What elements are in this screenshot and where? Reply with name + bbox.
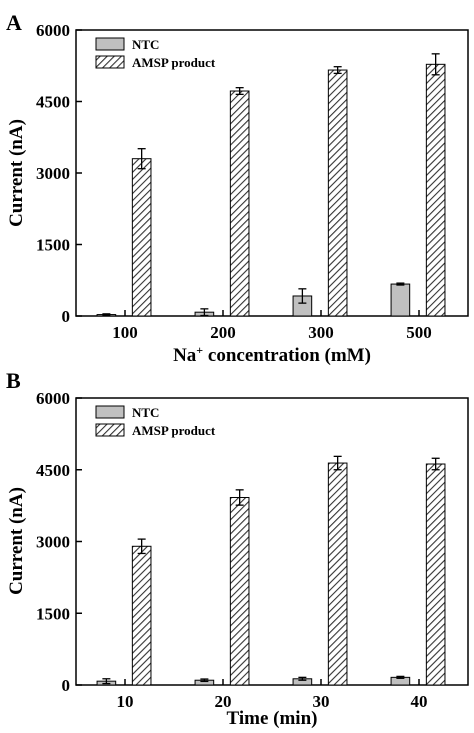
y-tick-label-a-1: 1500 <box>36 236 70 255</box>
legend-swatch-ntc-a <box>95 37 125 51</box>
legend-label-ntc-a: NTC <box>132 37 159 52</box>
y-axis-label-a: Current (nA) <box>6 119 27 227</box>
legend-b: NTC AMSP product <box>95 405 216 438</box>
x-tick-label-b-1: 20 <box>215 692 232 711</box>
bar-amsp-a-3 <box>425 63 446 317</box>
bar-amsp-b-0 <box>131 545 152 686</box>
x-tick-label-b-0: 10 <box>117 692 134 711</box>
chart-panel-b: B Current (nA) Time (min) NTC AMSP produ… <box>6 368 469 729</box>
legend-swatch-amsp-a <box>95 55 125 69</box>
y-tick-label-b-4: 6000 <box>36 389 70 408</box>
y-tick-label-b-2: 3000 <box>36 533 70 552</box>
x-tick-label-a-1: 200 <box>210 323 236 342</box>
x-axis-label-b: Time (min) <box>227 708 318 729</box>
bar-amsp-a-2 <box>327 69 348 317</box>
x-tick-label-a-0: 100 <box>112 323 138 342</box>
legend-swatch-ntc-b <box>95 405 125 419</box>
x-axis-label-b-main: Time (min) <box>227 708 318 729</box>
y-tick-label-a-4: 6000 <box>36 21 70 40</box>
panel-letter-a: A <box>6 10 22 35</box>
legend-label-amsp-b: AMSP product <box>132 423 216 438</box>
legend-swatch-amsp-b <box>95 423 125 437</box>
y-tick-label-a-0: 0 <box>62 307 71 326</box>
y-axis-label-b: Current (nA) <box>6 487 27 595</box>
x-tick-label-b-3: 40 <box>411 692 428 711</box>
y-tick-label-b-1: 1500 <box>36 604 70 623</box>
x-axis-label-a: Na+ concentration (mM) <box>173 343 371 366</box>
bar-amsp-a-1 <box>229 90 250 317</box>
panel-letter-b: B <box>6 368 21 393</box>
y-tick-label-b-3: 4500 <box>36 461 70 480</box>
y-tick-label-a-3: 4500 <box>36 93 70 112</box>
y-tick-label-b-0: 0 <box>62 676 71 695</box>
x-axis-label-a-main: Na <box>173 345 197 366</box>
bar-amsp-b-3 <box>425 463 446 686</box>
bar-ntc-a-3 <box>390 283 411 317</box>
legend-label-ntc-b: NTC <box>132 405 159 420</box>
x-axis-label-a-rest: concentration (mM) <box>203 345 371 366</box>
y-tick-label-a-2: 3000 <box>36 164 70 183</box>
x-axis-label-a-sup: + <box>196 343 203 357</box>
x-tick-label-a-3: 500 <box>406 323 432 342</box>
chart-panel-a: A Current (nA) Na+ concentration (mM) NT… <box>6 10 469 366</box>
legend-a: NTC AMSP product <box>95 37 216 70</box>
bar-amsp-b-1 <box>229 496 250 686</box>
x-tick-label-a-2: 300 <box>308 323 334 342</box>
x-tick-label-b-2: 30 <box>313 692 330 711</box>
bar-amsp-b-2 <box>327 462 348 686</box>
legend-label-amsp-a: AMSP product <box>132 55 216 70</box>
bar-amsp-a-0 <box>131 158 152 317</box>
